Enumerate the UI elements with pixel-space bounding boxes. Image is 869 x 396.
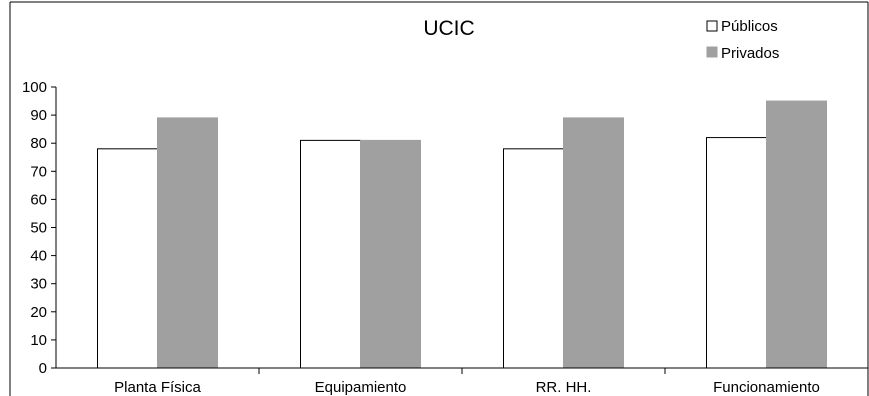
legend-swatch-privados <box>706 46 718 58</box>
legend-label-privados: Privados <box>721 45 779 62</box>
y-tick-label: 60 <box>30 191 47 208</box>
bar-publicos <box>706 137 767 369</box>
chart-title: UCIC <box>423 17 474 40</box>
bars <box>97 100 827 369</box>
y-tick-label: 0 <box>39 360 47 377</box>
y-tick-label: 80 <box>30 135 47 152</box>
bar-privados <box>157 117 218 369</box>
y-tick-label: 30 <box>30 276 47 293</box>
x-category-label: Planta Física <box>114 379 201 396</box>
bar-privados <box>766 100 827 369</box>
bar-publicos <box>300 139 361 369</box>
y-tick-label: 90 <box>30 107 47 124</box>
y-tick-label: 50 <box>30 220 47 237</box>
legend-swatch-publicos <box>706 20 718 32</box>
bar-privados <box>563 117 624 369</box>
legend: Públicos Privados <box>706 18 779 62</box>
y-tick-label: 10 <box>30 332 47 349</box>
bar-privados <box>360 139 421 369</box>
x-category-label: Equipamiento <box>315 379 407 396</box>
y-tick-label: 100 <box>22 79 47 96</box>
x-category-label: RR. HH. <box>536 379 592 396</box>
y-tick-label: 20 <box>30 304 47 321</box>
x-axis: Planta Física Equipamiento RR. HH. Funciona… <box>56 367 869 396</box>
y-tick-label: 70 <box>30 163 47 180</box>
legend-label-publicos: Públicos <box>721 18 778 35</box>
y-axis: 0 10 20 30 40 50 60 70 80 90 100 <box>22 79 57 377</box>
bar-publicos <box>503 148 564 369</box>
bar-publicos <box>97 148 158 369</box>
y-tick-label: 40 <box>30 248 47 265</box>
x-category-label: Funcionamiento <box>713 379 820 396</box>
